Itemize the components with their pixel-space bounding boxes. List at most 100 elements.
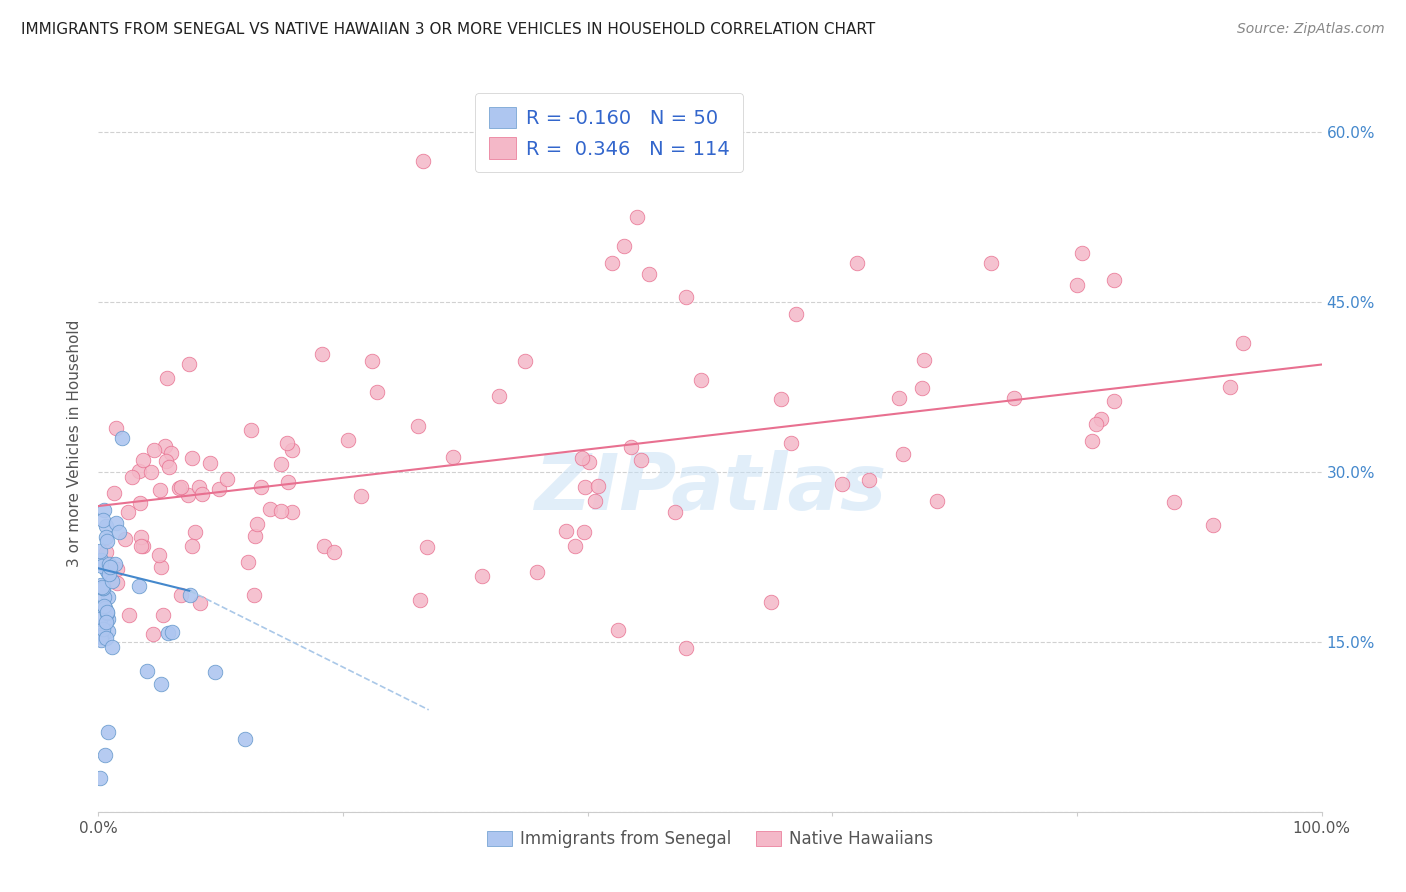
Point [488, 389, 510, 403]
Point [97, 612, 120, 626]
Point [96, 545, 118, 559]
Point [177, 488, 200, 502]
Point [911, 381, 934, 395]
Point [90, 556, 112, 570]
Point [128, 578, 150, 592]
Point [91, 627, 114, 641]
Point [90, 559, 112, 574]
Point [586, 479, 609, 493]
Point [91, 580, 114, 594]
Point [1202, 518, 1225, 533]
Point [780, 435, 803, 450]
Point [311, 346, 333, 360]
Point [181, 539, 204, 553]
Point [90, 553, 112, 567]
Point [169, 588, 191, 602]
Point [675, 640, 697, 655]
Point [184, 524, 207, 539]
Point [153, 439, 176, 453]
Point [104, 557, 127, 571]
Point [415, 540, 437, 554]
Point [572, 524, 595, 539]
Point [204, 665, 226, 679]
Point [89, 612, 111, 626]
Point [96, 564, 118, 578]
Point [606, 623, 628, 637]
Point [155, 454, 177, 468]
Point [148, 548, 170, 562]
Point [188, 596, 211, 610]
Point [179, 588, 201, 602]
Point [149, 483, 172, 497]
Point [554, 524, 576, 538]
Point [564, 539, 586, 553]
Point [242, 588, 264, 602]
Point [152, 607, 174, 622]
Point [1102, 272, 1125, 286]
Point [129, 539, 152, 553]
Point [1002, 391, 1025, 405]
Point [217, 471, 239, 485]
Point [114, 532, 136, 546]
Point [188, 480, 211, 494]
Point [191, 486, 214, 500]
Point [97, 565, 120, 579]
Point [336, 433, 359, 447]
Point [117, 607, 139, 622]
Point [208, 482, 231, 496]
Point [96, 606, 118, 620]
Point [1232, 336, 1254, 351]
Point [925, 494, 948, 508]
Point [108, 524, 131, 539]
Point [1084, 417, 1107, 431]
Point [96, 519, 118, 533]
Y-axis label: 3 or more Vehicles in Household: 3 or more Vehicles in Household [67, 320, 83, 567]
Point [571, 450, 593, 465]
Point [105, 575, 128, 590]
Point [578, 455, 600, 469]
Point [89, 771, 111, 785]
Point [142, 627, 165, 641]
Point [613, 238, 636, 252]
Point [259, 502, 281, 516]
Point [103, 486, 125, 500]
Point [98, 559, 121, 574]
Point [98, 558, 121, 572]
Point [845, 255, 868, 269]
Point [245, 529, 267, 543]
Point [91, 513, 114, 527]
Point [91, 622, 114, 636]
Point [93, 601, 115, 615]
Point [239, 423, 262, 437]
Point [690, 373, 713, 387]
Point [179, 357, 201, 371]
Point [675, 289, 697, 303]
Point [111, 431, 134, 445]
Point [156, 626, 179, 640]
Point [162, 624, 184, 639]
Point [129, 530, 152, 544]
Point [471, 569, 494, 583]
Point [1066, 278, 1088, 293]
Point [94, 530, 117, 544]
Point [93, 748, 115, 763]
Point [858, 473, 880, 487]
Point [170, 480, 193, 494]
Point [198, 456, 221, 470]
Point [155, 371, 177, 385]
Point [128, 464, 150, 478]
Point [406, 419, 429, 434]
Point [93, 590, 115, 604]
Text: IMMIGRANTS FROM SENEGAL VS NATIVE HAWAIIAN 3 OR MORE VEHICLES IN HOUSEHOLD CORRE: IMMIGRANTS FROM SENEGAL VS NATIVE HAWAII… [21, 22, 876, 37]
Point [1070, 245, 1092, 260]
Point [149, 559, 172, 574]
Point [361, 353, 384, 368]
Point [626, 211, 648, 225]
Point [314, 539, 336, 553]
Point [105, 516, 128, 531]
Point [350, 489, 373, 503]
Point [97, 567, 120, 582]
Point [1102, 394, 1125, 409]
Point [132, 453, 155, 467]
Point [150, 677, 173, 691]
